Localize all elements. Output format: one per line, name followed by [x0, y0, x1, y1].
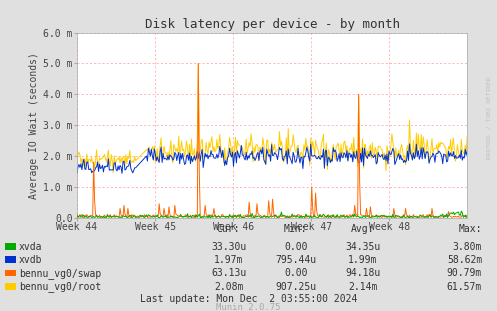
Text: 0.00: 0.00 [284, 242, 308, 252]
Text: Avg:: Avg: [351, 224, 375, 234]
Text: Min:: Min: [284, 224, 308, 234]
Text: xvda: xvda [19, 242, 42, 252]
Text: 2.08m: 2.08m [214, 282, 244, 292]
Text: Munin 2.0.75: Munin 2.0.75 [216, 304, 281, 311]
Text: 90.79m: 90.79m [447, 268, 482, 278]
Text: 907.25u: 907.25u [275, 282, 316, 292]
Text: Cur:: Cur: [217, 224, 241, 234]
Text: 58.62m: 58.62m [447, 255, 482, 265]
Text: xvdb: xvdb [19, 255, 42, 265]
Text: 33.30u: 33.30u [211, 242, 246, 252]
Text: 1.97m: 1.97m [214, 255, 244, 265]
Text: 2.14m: 2.14m [348, 282, 378, 292]
Text: Max:: Max: [459, 224, 482, 234]
Text: 1.99m: 1.99m [348, 255, 378, 265]
Text: RRDTOOL / TOBI OETIKER: RRDTOOL / TOBI OETIKER [486, 77, 491, 160]
Text: bennu_vg0/swap: bennu_vg0/swap [19, 268, 101, 279]
Text: 61.57m: 61.57m [447, 282, 482, 292]
Text: 63.13u: 63.13u [211, 268, 246, 278]
Text: 795.44u: 795.44u [275, 255, 316, 265]
Title: Disk latency per device - by month: Disk latency per device - by month [145, 18, 400, 31]
Text: bennu_vg0/root: bennu_vg0/root [19, 281, 101, 292]
Text: 34.35u: 34.35u [345, 242, 380, 252]
Y-axis label: Average IO Wait (seconds): Average IO Wait (seconds) [29, 52, 39, 199]
Text: 0.00: 0.00 [284, 268, 308, 278]
Text: 3.80m: 3.80m [453, 242, 482, 252]
Text: 94.18u: 94.18u [345, 268, 380, 278]
Text: Last update: Mon Dec  2 03:55:00 2024: Last update: Mon Dec 2 03:55:00 2024 [140, 294, 357, 304]
